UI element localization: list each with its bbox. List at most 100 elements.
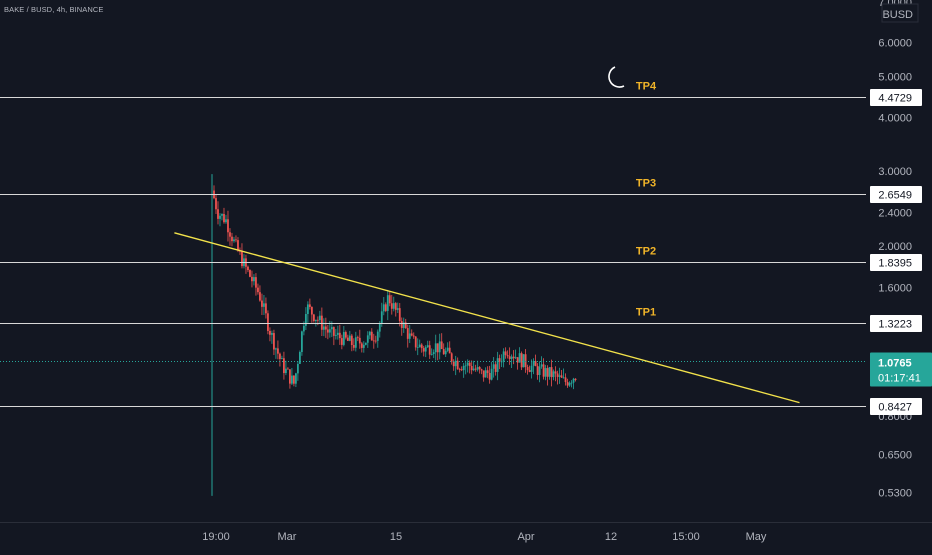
candle-body	[275, 348, 277, 350]
candle-body	[326, 329, 329, 333]
candle-body	[330, 327, 333, 330]
current-price-label: 1.0765	[878, 358, 912, 370]
candle-body	[294, 373, 297, 384]
candle-body	[360, 343, 363, 348]
candle-body	[318, 315, 321, 321]
candle-body	[432, 352, 435, 355]
candle-body	[302, 325, 305, 332]
time-axis[interactable]: 19:00 Mar 15 Apr 12 15:00 May	[0, 522, 932, 544]
time-tick-label: 12	[605, 531, 617, 543]
candle-body	[428, 345, 431, 355]
candle-body	[528, 370, 531, 372]
candle-body	[574, 378, 577, 380]
candle-body	[476, 367, 479, 370]
candle-body	[572, 378, 575, 383]
candle-body	[406, 328, 409, 339]
candle-body	[444, 350, 447, 355]
candle-body	[496, 358, 499, 372]
levels-layer: TP4 TP3 TP2 TP1	[0, 66, 866, 407]
candle-body	[338, 332, 341, 339]
level-price-box	[870, 254, 922, 271]
currency-box	[881, 3, 919, 23]
candle-body	[538, 366, 541, 376]
candle-body	[470, 366, 473, 371]
candle-body	[400, 321, 403, 328]
candle-body	[448, 347, 451, 354]
candle-body	[526, 367, 529, 371]
level-price-box	[870, 398, 922, 415]
candle-body	[384, 304, 387, 311]
candle-body	[231, 236, 233, 242]
candle-body	[508, 356, 511, 359]
candle-body	[354, 337, 357, 348]
candle-body	[352, 345, 355, 348]
candle-body	[388, 295, 391, 304]
candle-body	[344, 332, 347, 338]
candle-body	[424, 347, 427, 352]
level-price-label: 1.8395	[878, 258, 912, 270]
candle-body	[468, 362, 471, 367]
candle-body	[374, 340, 377, 342]
candle-body	[566, 382, 569, 386]
candle-body	[568, 382, 571, 386]
candle-body	[356, 337, 359, 339]
time-tick-label: May	[746, 531, 767, 543]
candle-body	[522, 354, 525, 368]
price-tick-label: 4.0000	[878, 113, 912, 125]
level-price-label: 2.6549	[878, 190, 912, 202]
candle-body	[316, 319, 319, 321]
candle-body	[548, 367, 551, 377]
candle-body	[334, 334, 337, 336]
candle-body	[430, 354, 433, 355]
candle-body	[314, 319, 317, 321]
level-price-box	[870, 186, 922, 203]
price-tick-label: 6.0000	[878, 38, 912, 50]
candle-body	[460, 369, 463, 371]
candle-body	[490, 368, 493, 380]
candle-body	[502, 351, 505, 362]
candle-body	[292, 375, 295, 384]
candle-body	[512, 356, 515, 359]
candle-body	[398, 308, 401, 322]
candle-body	[223, 214, 225, 223]
candle-body	[217, 209, 219, 219]
level-tag-tp4: TP4	[636, 81, 657, 93]
price-tick-label: 3.0000	[878, 166, 912, 178]
candle-body	[486, 370, 489, 374]
candle-body	[442, 348, 445, 355]
candle-body	[504, 351, 507, 356]
candle-body	[520, 353, 523, 368]
time-tick-label: 15	[390, 531, 402, 543]
candle-body	[265, 303, 267, 314]
candle-body	[422, 348, 425, 352]
crescent-moon-icon	[608, 66, 625, 88]
candle-body	[510, 356, 513, 359]
candle-body	[524, 354, 527, 368]
bar-countdown-label: 01:17:41	[878, 373, 921, 385]
candle-body	[308, 304, 311, 307]
level-price-label: 0.8427	[878, 402, 912, 414]
candle-body	[233, 239, 235, 242]
candle-body	[440, 341, 443, 349]
candle-body	[498, 358, 501, 362]
price-axis[interactable]: 7.0000BUSD6.00005.00004.00003.00002.4000…	[866, 0, 932, 550]
candle-body	[540, 364, 543, 367]
candle-body	[346, 337, 349, 341]
candle-body	[237, 240, 239, 251]
candle-body	[368, 331, 371, 336]
candle-body	[446, 347, 449, 351]
candle-body	[436, 343, 439, 353]
symbol-title[interactable]: BAKE / BUSD, 4h, BINANCE	[4, 5, 104, 14]
candle-body	[412, 335, 415, 337]
level-tag-tp1: TP1	[636, 307, 656, 319]
level-price-box	[870, 89, 922, 106]
candle-body	[221, 214, 223, 216]
candle-body	[300, 331, 303, 353]
candle-body	[558, 375, 561, 377]
candle-body	[438, 341, 441, 353]
candle-body	[456, 360, 459, 370]
level-tag-tp3: TP3	[636, 178, 656, 190]
candle-body	[366, 335, 369, 343]
